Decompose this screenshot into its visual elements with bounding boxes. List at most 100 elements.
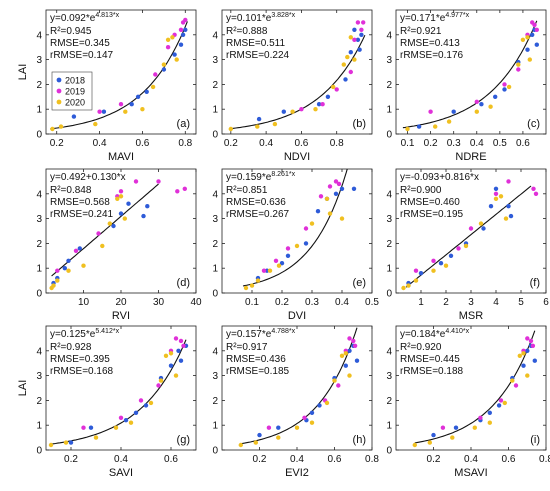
data-point-2018 xyxy=(62,266,67,271)
x-tick-label: 0.8 xyxy=(539,454,550,465)
data-point-2018 xyxy=(493,186,499,191)
equation-base: y=-0.093+0.816*x xyxy=(400,172,479,183)
y-tick-label: 4 xyxy=(36,30,42,41)
data-point-2020 xyxy=(327,211,333,216)
y-tick-label: 1 xyxy=(36,421,42,432)
data-point-2020 xyxy=(498,194,504,199)
data-point-2018 xyxy=(77,246,83,251)
legend-marker xyxy=(56,77,62,83)
y-tick-label: 2 xyxy=(36,239,42,250)
data-point-2020 xyxy=(48,442,54,448)
data-point-2019 xyxy=(431,258,436,263)
y-tick-label: 1 xyxy=(36,105,42,116)
r2-text: R²=0.928 xyxy=(50,342,92,353)
data-point-2020 xyxy=(472,425,477,430)
x-tick-label: 0.3 xyxy=(447,138,461,149)
data-point-2018 xyxy=(325,94,331,100)
data-point-2020 xyxy=(339,353,345,358)
data-point-2018 xyxy=(521,363,526,368)
panel-label: (b) xyxy=(353,118,366,130)
data-point-2020 xyxy=(510,378,515,383)
data-point-2018 xyxy=(172,52,177,57)
data-point-2019 xyxy=(530,343,536,348)
data-point-2020 xyxy=(122,216,128,221)
data-point-2020 xyxy=(238,442,243,448)
rmse-text: RMSE=0.413 xyxy=(400,38,460,49)
data-point-2020 xyxy=(413,278,419,283)
equation-text: y=0.492+0.130*x xyxy=(50,172,126,183)
data-point-2020 xyxy=(527,57,532,62)
data-point-2020 xyxy=(55,278,60,283)
data-point-2018 xyxy=(343,77,348,82)
data-point-2020 xyxy=(168,351,174,356)
data-point-2020 xyxy=(66,268,71,273)
data-point-2020 xyxy=(165,37,171,42)
data-point-2020 xyxy=(427,440,432,445)
data-point-2020 xyxy=(93,121,98,127)
r2-text: R²=0.920 xyxy=(400,342,442,353)
data-point-2019 xyxy=(336,383,341,388)
fit-line xyxy=(402,20,538,129)
data-point-2019 xyxy=(118,189,124,194)
data-point-2018 xyxy=(351,186,357,191)
x-axis-title: RVI xyxy=(112,310,130,322)
data-point-2019 xyxy=(97,109,102,114)
equation-exponent: 4.788*x xyxy=(271,328,295,335)
y-tick-label: 4 xyxy=(212,346,218,357)
data-point-2018 xyxy=(161,67,167,72)
panel-label: (g) xyxy=(177,434,190,446)
x-tick-label: 0.3 xyxy=(305,297,319,308)
data-point-2018 xyxy=(355,37,361,42)
data-point-2020 xyxy=(339,216,345,221)
data-point-2018 xyxy=(508,213,514,219)
equation-text: y=0.092*e4.813*x xyxy=(50,12,120,24)
y-tick-label: 3 xyxy=(212,55,218,66)
data-point-2020 xyxy=(294,425,300,430)
data-point-2020 xyxy=(148,400,154,406)
data-point-2020 xyxy=(174,57,179,62)
x-tick-label: 6 xyxy=(543,297,549,308)
x-tick-label: 0.1 xyxy=(245,297,259,308)
y-tick-label: 0 xyxy=(386,446,392,457)
data-point-2019 xyxy=(531,186,536,191)
data-point-2020 xyxy=(488,104,493,109)
equation-base: y=0.101*e xyxy=(226,13,272,24)
data-point-2020 xyxy=(158,378,164,383)
y-tick-label: 2 xyxy=(36,396,42,407)
data-point-2020 xyxy=(249,283,255,288)
data-point-2020 xyxy=(107,221,113,226)
r2-text: R²=0.921 xyxy=(400,26,442,37)
data-point-2019 xyxy=(138,398,144,403)
data-point-2020 xyxy=(228,126,233,132)
y-tick-label: 2 xyxy=(36,80,42,91)
data-point-2019 xyxy=(413,268,419,273)
panel-label: (a) xyxy=(177,118,190,130)
data-point-2019 xyxy=(502,82,507,87)
x-axis-title: DVI xyxy=(288,310,306,322)
y-tick-label: 1 xyxy=(386,264,392,275)
data-point-2020 xyxy=(324,400,330,406)
data-point-2018 xyxy=(133,410,139,415)
data-point-2020 xyxy=(352,57,357,62)
equation-text: y=0.184*e4.410*x xyxy=(400,328,470,340)
y-tick-label: 0 xyxy=(212,289,218,300)
data-point-2019 xyxy=(285,246,291,251)
data-point-2019 xyxy=(351,338,356,344)
data-point-2020 xyxy=(502,400,507,406)
y-tick-label: 0 xyxy=(212,446,218,457)
y-tick-label: 4 xyxy=(386,30,392,41)
data-point-2020 xyxy=(405,126,410,132)
rrmse-text: rRMSE=0.224 xyxy=(226,50,290,61)
y-tick-label: 3 xyxy=(386,371,392,382)
data-point-2020 xyxy=(487,420,492,425)
data-point-2018 xyxy=(333,191,339,196)
data-point-2019 xyxy=(352,37,357,42)
panel-label: (e) xyxy=(353,277,366,289)
data-point-2020 xyxy=(446,119,452,124)
data-point-2020 xyxy=(173,373,179,378)
data-point-2018 xyxy=(118,211,124,216)
y-tick-label: 0 xyxy=(212,130,218,141)
data-point-2018 xyxy=(183,27,188,32)
